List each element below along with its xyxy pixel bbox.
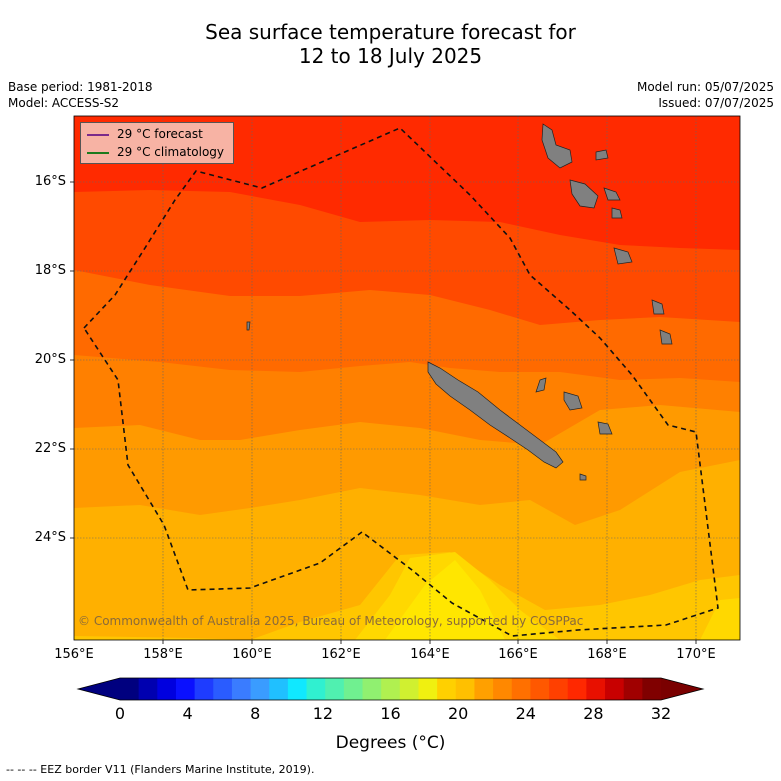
- legend-forecast-label: 29 °C forecast: [117, 127, 203, 141]
- colorbar-swatch: [511, 678, 531, 700]
- colorbar-swatch: [231, 678, 252, 700]
- colorbar-swatch: [418, 678, 438, 700]
- axis-ticks: [70, 181, 697, 644]
- colorbar-swatch: [399, 678, 419, 700]
- issued-date: Issued: 07/07/2025: [658, 96, 774, 110]
- eez-footnote: -- -- -- EEZ border V11 (Flanders Marine…: [6, 763, 315, 776]
- colorbar-high-extend: [661, 678, 703, 700]
- chesterfield-islet: [246, 321, 251, 331]
- lon-label: 168°E: [587, 647, 627, 662]
- eez-border: [82, 127, 719, 637]
- colorbar-swatch: [437, 678, 457, 700]
- lat-label: 16°S: [34, 174, 66, 189]
- copyright-notice: © Commonwealth of Australia 2025, Bureau…: [78, 614, 584, 628]
- colorbar-swatch: [567, 678, 587, 700]
- colorbar-tick-label: 12: [312, 704, 334, 723]
- colorbar-swatch: [530, 678, 550, 700]
- colorbar-tick-label: 24: [515, 704, 536, 723]
- grid-lines: [74, 116, 740, 640]
- legend-climatology: 29 °C climatology: [87, 144, 224, 160]
- lat-label: 22°S: [34, 441, 66, 456]
- map-title-line1: Sea surface temperature forecast for: [205, 20, 576, 44]
- lon-label: 164°E: [410, 647, 450, 662]
- colorbar-swatch: [250, 678, 270, 700]
- colorbar-swatch: [213, 678, 233, 700]
- colorbar: [76, 677, 705, 701]
- climatology-line-swatch: [87, 151, 109, 154]
- lat-label: 18°S: [34, 263, 66, 278]
- lon-label: 166°E: [498, 647, 538, 662]
- land-masses: [246, 123, 673, 481]
- colorbar-swatch: [343, 678, 364, 700]
- new-caledonia-island: [427, 361, 564, 469]
- legend-climatology-label: 29 °C climatology: [117, 145, 225, 159]
- colorbar-title: Degrees (°C): [335, 733, 446, 753]
- colorbar-tick-label: 4: [182, 704, 193, 723]
- lat-label: 20°S: [34, 352, 66, 367]
- colorbar-swatch: [549, 678, 569, 700]
- vanuatu-small-islands: [595, 149, 623, 219]
- sst-field: [74, 116, 740, 640]
- lon-label: 170°E: [676, 647, 716, 662]
- vanuatu-efate: [613, 247, 633, 265]
- colorbar-swatch: [623, 678, 643, 700]
- legend-forecast: 29 °C forecast: [87, 126, 203, 142]
- colorbar-swatch: [325, 678, 345, 700]
- colorbar-swatch: [120, 678, 140, 700]
- colorbar-swatch: [493, 678, 513, 700]
- colorbar-swatch: [269, 678, 289, 700]
- colorbar-swatch: [586, 678, 606, 700]
- loyalty-islands-mare: [597, 421, 613, 435]
- colorbar-tick-label: 28: [583, 704, 604, 723]
- model-name: Model: ACCESS-S2: [8, 96, 120, 110]
- colorbar-tick-label: 32: [650, 704, 672, 723]
- vanuatu-aneityum: [659, 329, 673, 345]
- colorbar-tick-label: 16: [380, 704, 401, 723]
- colorbar-tick-label: 8: [250, 704, 261, 723]
- map-title-line2: 12 to 18 July 2025: [298, 44, 483, 68]
- colorbar-swatch: [642, 678, 662, 700]
- colorbar-swatch: [605, 678, 625, 700]
- colorbar-swatch: [455, 678, 475, 700]
- colorbar-swatch: [306, 678, 326, 700]
- loyalty-islands-lifou: [563, 391, 583, 411]
- isle-of-pines: [579, 473, 587, 481]
- colorbar-outline: [76, 677, 705, 701]
- vanuatu-tanna: [651, 299, 665, 315]
- colorbar-low-extend: [78, 678, 120, 700]
- colorbar-swatch: [287, 678, 308, 700]
- colorbar-swatch: [175, 678, 196, 700]
- colorbar-swatch: [157, 678, 177, 700]
- colorbar-swatch: [194, 678, 214, 700]
- base-period: Base period: 1981-2018: [8, 80, 153, 94]
- lon-label: 156°E: [54, 647, 94, 662]
- colorbar-swatch: [474, 678, 494, 700]
- colorbar-tick-label: 20: [447, 704, 469, 723]
- lon-label: 160°E: [232, 647, 272, 662]
- map-frame: [73, 115, 741, 641]
- colorbar-tick-label: 0: [114, 704, 126, 723]
- colorbar-swatch: [381, 678, 401, 700]
- colorbar-swatch: [138, 678, 158, 700]
- model-run: Model run: 05/07/2025: [636, 80, 774, 94]
- loyalty-islands-ouvea: [535, 377, 547, 393]
- lat-label: 24°S: [34, 530, 66, 545]
- map-legend: 29 °C forecast 29 °C climatology: [80, 122, 234, 164]
- forecast-line-swatch: [87, 133, 109, 136]
- colorbar-swatch: [362, 678, 382, 700]
- lon-label: 158°E: [143, 647, 183, 662]
- vanuatu-malekula: [569, 179, 599, 209]
- lon-label: 162°E: [321, 647, 361, 662]
- vanuatu-espiritu-santo: [541, 123, 573, 169]
